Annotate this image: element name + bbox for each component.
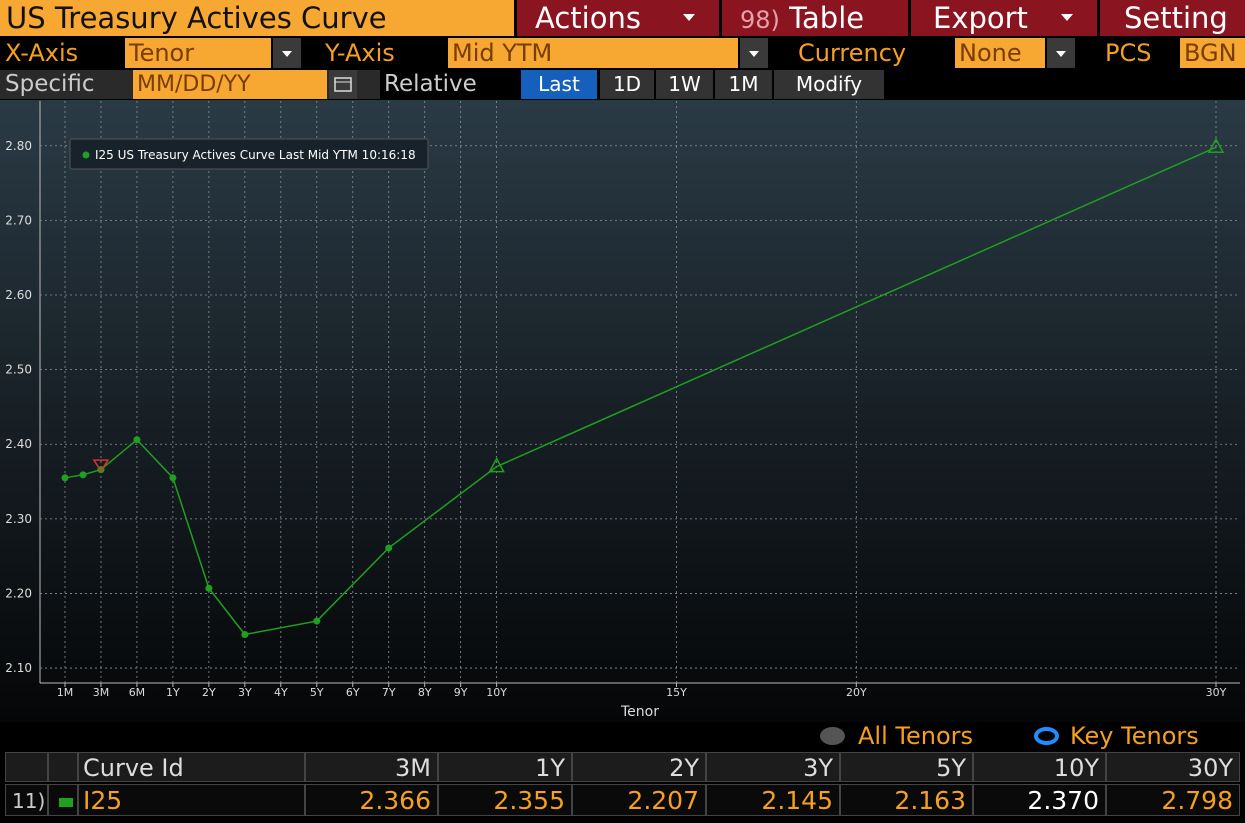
header-cell: 2Y [572, 752, 706, 782]
y-tick-label: 2.60 [5, 288, 32, 302]
currency-dropdown[interactable]: None [955, 38, 1045, 68]
y-tick-label: 2.50 [5, 363, 32, 377]
color-swatch [59, 798, 73, 807]
header-cell: 5Y [840, 752, 973, 782]
menu-label: Setting [1124, 1, 1228, 35]
x-tick-label: 8Y [418, 686, 432, 699]
y-tick-label: 2.40 [5, 437, 32, 451]
legend-marker [82, 151, 90, 159]
x-tick-label: 1Y [166, 686, 180, 699]
table-cell: 2.370 [973, 784, 1106, 816]
button-number: 98) [740, 6, 780, 34]
settings-menu[interactable]: Setting [1100, 0, 1245, 36]
table-cell: 2.207 [572, 784, 706, 816]
color-cell [48, 784, 78, 816]
x-axis-dropdown[interactable]: Tenor [125, 38, 271, 68]
x-tick-label: 7Y [382, 686, 396, 699]
header-cell: 30Y [1106, 752, 1240, 782]
date-input[interactable]: MM/DD/YY [133, 70, 327, 99]
x-tick-label: 4Y [274, 686, 288, 699]
actions-menu[interactable]: Actions [517, 0, 719, 36]
y-axis-dropdown[interactable]: Mid YTM [448, 38, 738, 68]
x-tick-label: 30Y [1206, 686, 1227, 699]
menu-label: Actions [535, 1, 641, 35]
y-tick-label: 2.10 [5, 661, 32, 675]
header-cell: 3M [305, 752, 438, 782]
y-axis-label: Y-Axis [325, 39, 395, 67]
header-cell [5, 752, 48, 782]
header-cell: Curve Id [78, 752, 305, 782]
menu-label: Export [933, 1, 1028, 35]
data-point [205, 584, 213, 592]
y-tick-label: 2.20 [5, 586, 32, 600]
window-title: US Treasury Actives Curve [0, 0, 514, 36]
x-tick-label: 6M [129, 686, 146, 699]
table-cell: 2.366 [305, 784, 438, 816]
currency-label: Currency [798, 39, 907, 67]
calendar-button[interactable] [329, 70, 357, 99]
data-point [385, 544, 393, 552]
x-axis-label: X-Axis [5, 39, 79, 67]
y-tick-label: 2.80 [5, 139, 32, 153]
legend-label: I25 US Treasury Actives Curve Last Mid Y… [95, 148, 416, 162]
table-button[interactable]: 98) Table [722, 0, 908, 36]
export-menu[interactable]: Export [911, 0, 1097, 36]
radio-all[interactable] [820, 727, 845, 745]
legend-box [69, 138, 429, 170]
x-axis-label: Tenor [620, 704, 659, 720]
table-cell: 2.163 [840, 784, 973, 816]
pcs-label: PCS [1105, 39, 1152, 67]
pcs-field[interactable]: BGN [1180, 38, 1245, 68]
data-point [313, 617, 321, 625]
header-cell: 3Y [706, 752, 840, 782]
button-label: Table [789, 1, 865, 35]
x-tick-label: 2Y [202, 686, 216, 699]
x-tick-label: 5Y [310, 686, 324, 699]
x-tick-label: 3Y [238, 686, 252, 699]
key-tenors-label[interactable]: Key Tenors [1070, 722, 1199, 750]
data-point [79, 471, 87, 479]
dropdown-arrow[interactable] [740, 38, 768, 68]
y-tick-label: 2.30 [5, 512, 32, 526]
indicator [92, 459, 110, 473]
x-tick-label: 10Y [486, 686, 507, 699]
data-point [169, 474, 177, 482]
data-point [61, 474, 69, 482]
x-tick-label: 20Y [846, 686, 867, 699]
dropdown-arrow[interactable] [273, 38, 301, 68]
range-button[interactable]: 1D [600, 70, 654, 99]
data-point [1207, 137, 1225, 154]
x-tick-label: 3M [93, 686, 110, 699]
range-button[interactable]: Modify [774, 70, 884, 99]
range-button[interactable]: 1W [656, 70, 713, 99]
range-button[interactable]: 1M [715, 70, 772, 99]
y-tick-label: 2.70 [5, 213, 32, 227]
relative-label: Relative [384, 71, 477, 97]
x-tick-label: 9Y [454, 686, 468, 699]
data-point [488, 457, 505, 473]
data-point [241, 631, 249, 638]
specific-label: Specific [5, 71, 95, 97]
header-cell: 1Y [438, 752, 572, 782]
table-cell: 2.145 [706, 784, 840, 816]
range-button[interactable]: Last [521, 70, 597, 99]
all-tenors-label[interactable]: All Tenors [858, 722, 973, 750]
header-cell: 10Y [973, 752, 1106, 782]
x-tick-label: 15Y [666, 686, 687, 699]
menu-arrow [683, 14, 695, 21]
x-tick-label: 1M [57, 686, 74, 699]
x-tick-label: 6Y [346, 686, 360, 699]
dropdown-arrow[interactable] [1047, 38, 1075, 68]
data-point [133, 436, 141, 444]
row-number[interactable]: 11) [5, 784, 48, 816]
header-cell [48, 752, 78, 782]
table-cell: I25 [78, 784, 305, 816]
table-cell: 2.798 [1106, 784, 1240, 816]
table-cell: 2.355 [438, 784, 572, 816]
radio-key[interactable] [1034, 727, 1059, 745]
menu-arrow [1061, 14, 1073, 21]
